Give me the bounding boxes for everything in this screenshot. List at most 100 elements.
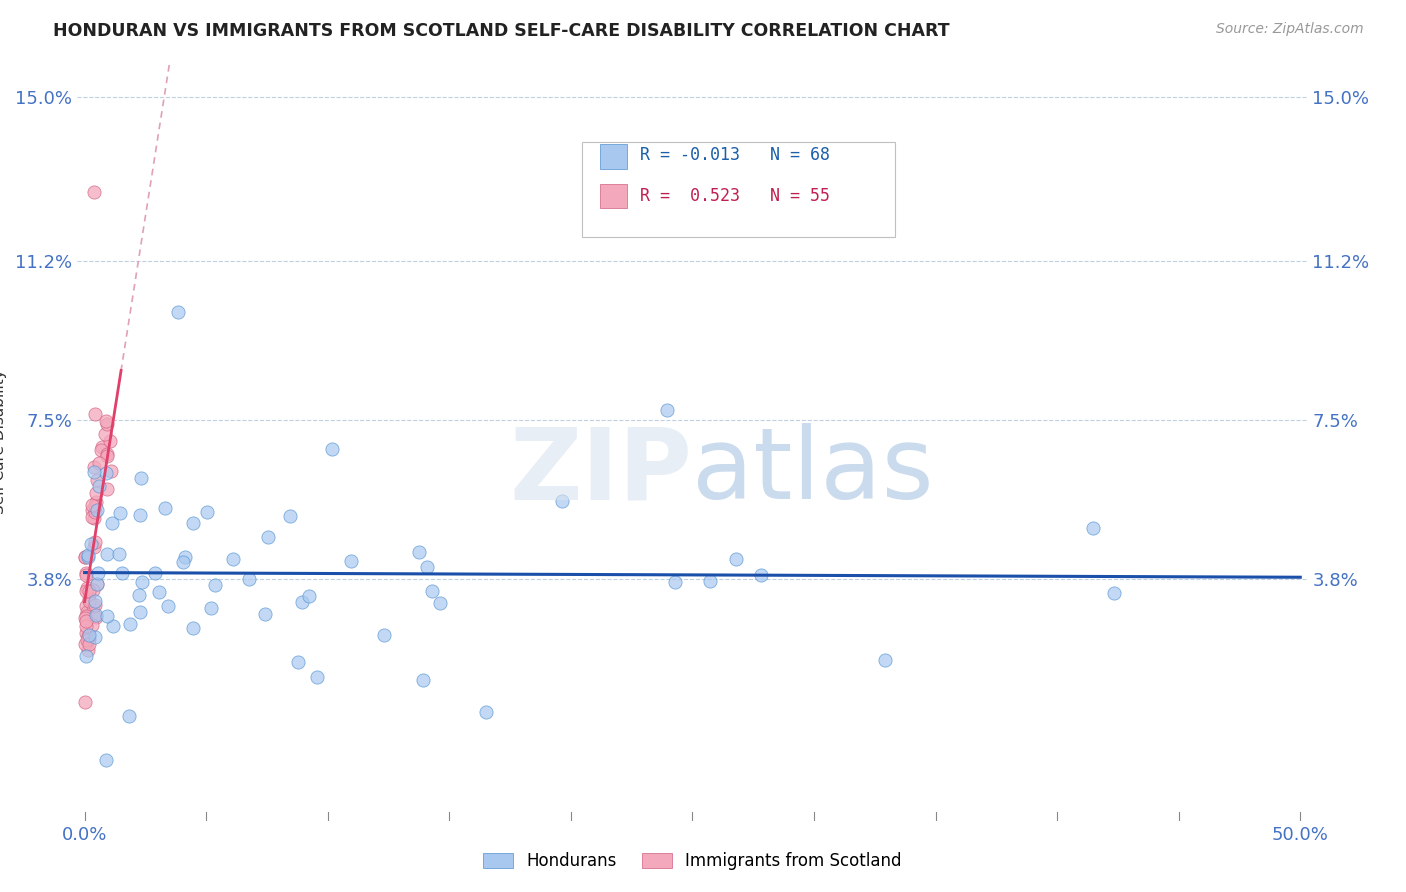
Point	[84, 608, 107, 623]
Point	[98, 434, 121, 449]
Point	[408, 544, 430, 558]
Point	[96, 482, 118, 496]
Point	[75, 615, 97, 629]
Point	[82, 599, 104, 613]
Point	[84, 505, 107, 519]
Point	[181, 516, 204, 531]
Point	[167, 305, 190, 319]
Point	[96, 447, 118, 461]
Point	[76, 608, 98, 623]
Point	[83, 510, 105, 524]
Point	[83, 459, 105, 474]
Point	[86, 474, 108, 488]
Text: HONDURAN VS IMMIGRANTS FROM SCOTLAND SELF-CARE DISABILITY CORRELATION CHART: HONDURAN VS IMMIGRANTS FROM SCOTLAND SEL…	[53, 22, 950, 40]
Point	[77, 632, 100, 646]
Point	[100, 464, 122, 478]
Point	[82, 583, 104, 598]
Legend: Hondurans, Immigrants from Scotland: Hondurans, Immigrants from Scotland	[477, 846, 908, 877]
Point	[75, 695, 97, 709]
Point	[86, 503, 108, 517]
Point	[551, 493, 574, 508]
Point	[86, 577, 108, 591]
Point	[256, 530, 278, 544]
Text: Source: ZipAtlas.com: Source: ZipAtlas.com	[1216, 22, 1364, 37]
Point	[96, 608, 118, 623]
Text: ZIP: ZIP	[509, 424, 693, 520]
Point	[699, 574, 721, 589]
Point	[84, 593, 107, 607]
Point	[75, 599, 97, 614]
Point	[75, 611, 97, 625]
Point	[82, 498, 104, 512]
Point	[254, 607, 277, 621]
Point	[75, 550, 97, 565]
Point	[118, 616, 141, 631]
Point	[321, 442, 343, 457]
Point	[111, 566, 134, 581]
Point	[75, 626, 97, 640]
Point	[1102, 585, 1125, 599]
Point	[749, 568, 772, 582]
Point	[156, 599, 179, 614]
Point	[77, 628, 100, 642]
Point	[96, 548, 118, 562]
Point	[94, 427, 117, 442]
Point	[80, 503, 103, 517]
Point	[412, 673, 434, 688]
Point	[204, 577, 226, 591]
Point	[83, 609, 105, 624]
Point	[222, 552, 245, 566]
Point	[664, 574, 686, 589]
Point	[724, 551, 747, 566]
Point	[153, 501, 176, 516]
Point	[1081, 520, 1104, 534]
Point	[76, 548, 98, 562]
Point	[131, 470, 153, 484]
Point	[77, 584, 100, 599]
Point	[75, 568, 97, 582]
Point	[76, 581, 98, 595]
Point	[84, 495, 107, 509]
Point	[79, 592, 101, 607]
Point	[75, 619, 97, 633]
Point	[76, 605, 98, 619]
Text: R = -0.013   N = 68: R = -0.013 N = 68	[640, 146, 830, 164]
Point	[200, 601, 222, 615]
Point	[84, 630, 107, 644]
Point	[77, 549, 100, 564]
Point	[80, 510, 103, 524]
Point	[83, 407, 105, 421]
FancyBboxPatch shape	[582, 142, 896, 236]
Point	[89, 479, 111, 493]
Point	[172, 555, 194, 569]
Point	[90, 442, 112, 457]
Point	[83, 541, 105, 555]
Point	[238, 572, 260, 586]
Point	[148, 585, 170, 599]
Point	[94, 467, 117, 481]
Text: R =  0.523   N = 55: R = 0.523 N = 55	[640, 187, 830, 205]
Point	[291, 595, 314, 609]
Point	[75, 648, 97, 663]
Point	[340, 554, 363, 568]
Bar	[600, 145, 627, 169]
Point	[83, 185, 105, 199]
Point	[94, 753, 117, 767]
Point	[86, 576, 108, 591]
Point	[287, 655, 309, 669]
Point	[278, 509, 301, 524]
Point	[84, 499, 107, 513]
Point	[94, 414, 117, 428]
Point	[91, 440, 114, 454]
Point	[174, 549, 197, 564]
Point	[129, 606, 152, 620]
Text: atlas: atlas	[693, 424, 934, 520]
Point	[128, 588, 150, 602]
Point	[77, 643, 100, 657]
Point	[373, 628, 395, 642]
Point	[96, 450, 118, 464]
Point	[83, 599, 105, 613]
Point	[75, 566, 97, 581]
Point	[131, 574, 153, 589]
Point	[84, 610, 107, 624]
